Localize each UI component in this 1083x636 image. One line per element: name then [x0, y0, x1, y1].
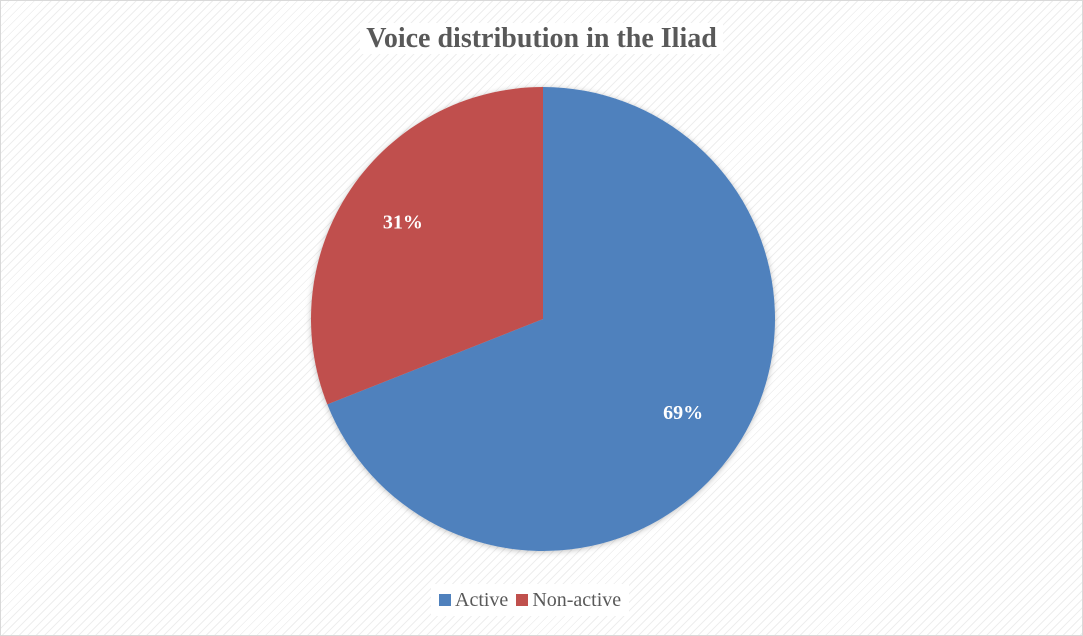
data-label-non-active: 31% [383, 211, 423, 233]
legend-swatch [516, 594, 529, 606]
pie-slice-non-active [311, 87, 543, 405]
data-label-active: 69% [663, 402, 703, 424]
pie-slice-active [327, 87, 776, 552]
legend-swatch [439, 594, 451, 606]
legend-label: Non-active [532, 588, 622, 611]
legend: Active Non-active [431, 584, 630, 616]
legend-item-non-active: Non-active [516, 589, 621, 612]
legend-item-active: Active [439, 589, 508, 612]
legend-label: Active [455, 588, 509, 611]
chart-title: Voice distribution in the Iliad [1, 23, 1082, 55]
